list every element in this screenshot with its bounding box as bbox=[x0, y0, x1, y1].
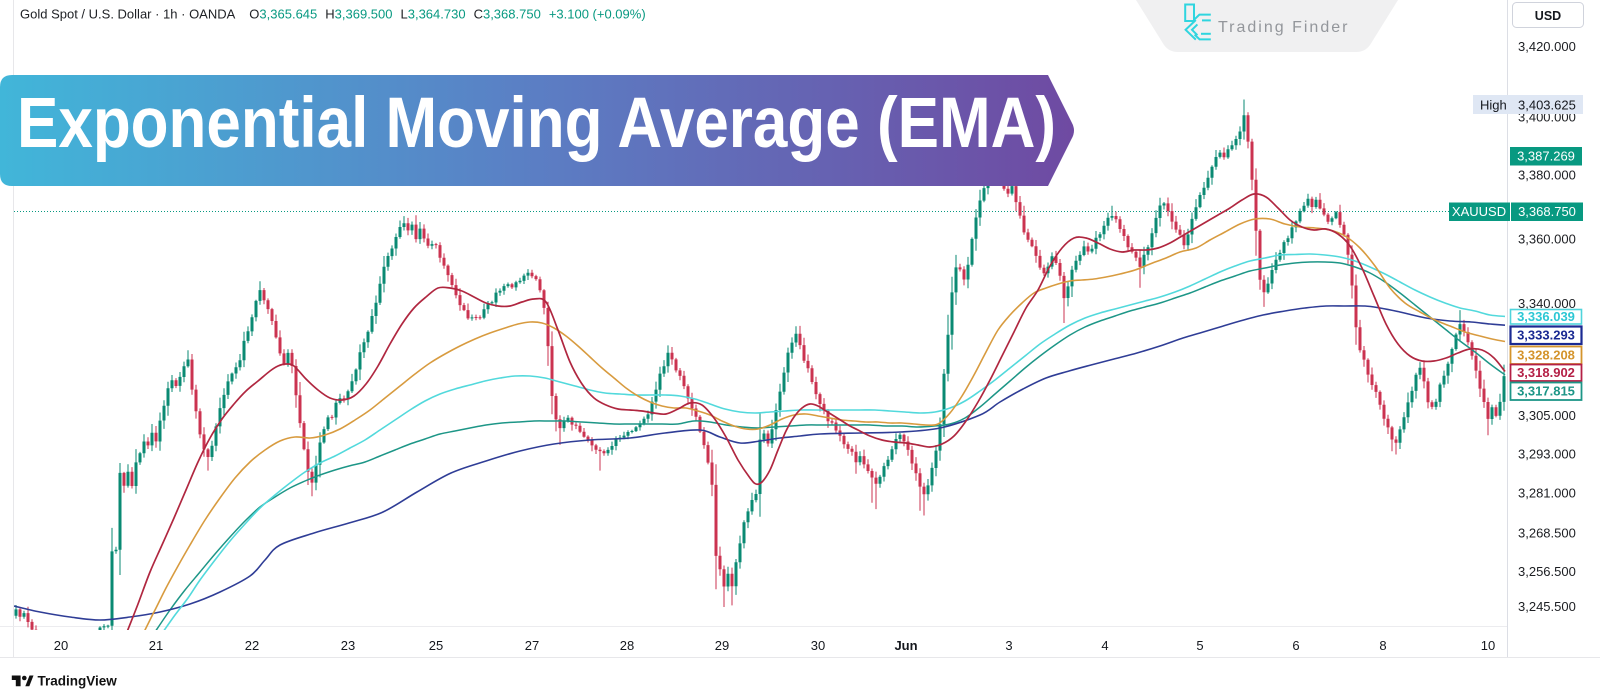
svg-text:3,336.039: 3,336.039 bbox=[1517, 309, 1575, 324]
svg-text:Exponential Moving Average (EM: Exponential Moving Average (EMA) bbox=[17, 84, 1056, 163]
svg-text:3,403.625: 3,403.625 bbox=[1518, 98, 1576, 113]
svg-text:29: 29 bbox=[715, 638, 729, 653]
svg-text:Trading Finder: Trading Finder bbox=[1218, 19, 1349, 36]
svg-text:5: 5 bbox=[1196, 638, 1203, 653]
svg-text:3,318.902: 3,318.902 bbox=[1517, 365, 1575, 380]
svg-text:3,256.500: 3,256.500 bbox=[1518, 564, 1576, 579]
svg-text:20: 20 bbox=[54, 638, 68, 653]
svg-text:3,368.750: 3,368.750 bbox=[1518, 204, 1576, 219]
svg-text:10: 10 bbox=[1481, 638, 1495, 653]
svg-text:28: 28 bbox=[620, 638, 634, 653]
svg-text:3: 3 bbox=[1005, 638, 1012, 653]
svg-text:3,293.000: 3,293.000 bbox=[1518, 447, 1576, 462]
svg-text:3,328.208: 3,328.208 bbox=[1517, 348, 1575, 363]
svg-text:TradingView: TradingView bbox=[38, 674, 118, 689]
svg-text:3,305.000: 3,305.000 bbox=[1518, 408, 1576, 423]
svg-text:3,245.500: 3,245.500 bbox=[1518, 599, 1576, 614]
svg-text:Gold Spot / U.S. Dollar · 1h ·: Gold Spot / U.S. Dollar · 1h · OANDA O3,3… bbox=[20, 7, 646, 22]
svg-text:4: 4 bbox=[1101, 638, 1108, 653]
svg-text:25: 25 bbox=[429, 638, 443, 653]
svg-text:3,281.000: 3,281.000 bbox=[1518, 485, 1576, 500]
svg-text:Jun: Jun bbox=[894, 638, 917, 653]
svg-text:27: 27 bbox=[525, 638, 539, 653]
svg-text:3,340.000: 3,340.000 bbox=[1518, 296, 1576, 311]
svg-text:3,268.500: 3,268.500 bbox=[1518, 525, 1576, 540]
svg-text:6: 6 bbox=[1292, 638, 1299, 653]
svg-text:High: High bbox=[1480, 98, 1507, 113]
svg-text:USD: USD bbox=[1535, 9, 1561, 23]
svg-text:23: 23 bbox=[341, 638, 355, 653]
svg-text:3,380.000: 3,380.000 bbox=[1518, 168, 1576, 183]
svg-text:22: 22 bbox=[245, 638, 259, 653]
svg-text:30: 30 bbox=[811, 638, 825, 653]
svg-text:8: 8 bbox=[1379, 638, 1386, 653]
svg-text:3,317.815: 3,317.815 bbox=[1517, 384, 1575, 399]
svg-text:21: 21 bbox=[149, 638, 163, 653]
svg-text:3,360.000: 3,360.000 bbox=[1518, 232, 1576, 247]
svg-text:3,420.000: 3,420.000 bbox=[1518, 39, 1576, 54]
svg-text:3,333.293: 3,333.293 bbox=[1517, 328, 1575, 343]
svg-text:3,387.269: 3,387.269 bbox=[1517, 149, 1575, 164]
svg-text:XAUUSD: XAUUSD bbox=[1452, 204, 1506, 219]
